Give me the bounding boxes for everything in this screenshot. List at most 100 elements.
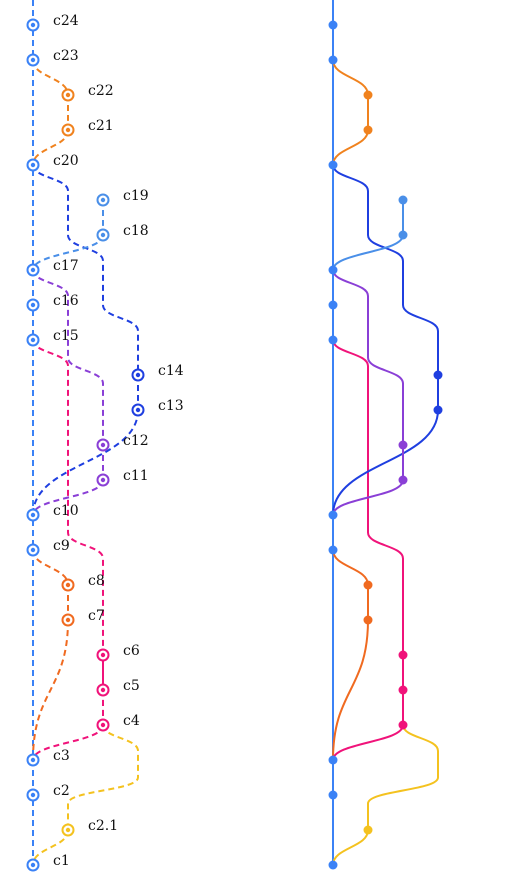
commit-dot-c8[interactable]	[363, 580, 373, 590]
commit-node-c7[interactable]	[61, 613, 75, 627]
commit-node-c19[interactable]	[96, 193, 110, 207]
solid-graph-panel	[328, 0, 443, 870]
edge-c18-c17-solid	[332, 234, 404, 271]
commit-dot-c10[interactable]	[328, 510, 338, 520]
commit-dot-c6[interactable]	[398, 650, 408, 660]
commit-dot-c23[interactable]	[328, 55, 338, 65]
commit-dot-c17[interactable]	[328, 265, 338, 275]
edge-c21-c20-solid	[332, 129, 369, 166]
edge-c15-c4-dashed	[32, 339, 104, 725]
commit-node-c24[interactable]	[26, 18, 40, 32]
commit-node-c2.1[interactable]	[61, 823, 75, 837]
hollow-commit-nodes	[26, 18, 145, 872]
commit-label-c9: c9	[53, 538, 70, 554]
commit-labels: c24 c23 c22 c21 c20 c19 c18 c17 c16 c15 c14 c13 c12 c…	[53, 13, 184, 869]
edge-c13-c10-solid	[332, 409, 439, 516]
commit-node-c11[interactable]	[96, 473, 110, 487]
commit-node-c3[interactable]	[26, 753, 40, 767]
commit-node-c1[interactable]	[26, 858, 40, 872]
commit-dot-c15[interactable]	[328, 335, 338, 345]
commit-node-c15[interactable]	[26, 333, 40, 347]
commit-node-c14[interactable]	[131, 368, 145, 382]
commit-dot-c7[interactable]	[363, 615, 373, 625]
commit-label-c13: c13	[158, 398, 184, 414]
commit-label-c17: c17	[53, 258, 79, 274]
commit-node-c10[interactable]	[26, 508, 40, 522]
commit-dot-c2.1[interactable]	[363, 825, 373, 835]
commit-label-c21: c21	[88, 118, 114, 134]
commit-dot-c11[interactable]	[398, 475, 408, 485]
commit-node-c21[interactable]	[61, 123, 75, 137]
commit-label-c24: c24	[53, 13, 79, 29]
commit-label-c2: c2	[53, 783, 70, 799]
commit-node-c2[interactable]	[26, 788, 40, 802]
commit-node-c23[interactable]	[26, 53, 40, 67]
commit-label-c2.1: c2.1	[88, 818, 118, 834]
commit-node-c18[interactable]	[96, 228, 110, 242]
commit-dot-c14[interactable]	[433, 370, 443, 380]
commit-dot-c18[interactable]	[398, 230, 408, 240]
edge-c4-c2.1-dashed	[67, 724, 139, 830]
commit-node-c16[interactable]	[26, 298, 40, 312]
commit-node-c12[interactable]	[96, 438, 110, 452]
commit-dot-c9[interactable]	[328, 545, 338, 555]
commit-node-c9[interactable]	[26, 543, 40, 557]
commit-dot-c4[interactable]	[398, 720, 408, 730]
commit-label-c20: c20	[53, 153, 79, 169]
commit-label-c14: c14	[158, 363, 184, 379]
commit-dot-c2[interactable]	[328, 790, 338, 800]
edge-c17-c12-solid	[332, 269, 404, 445]
commit-label-c22: c22	[88, 83, 114, 99]
dashed-branch-edges	[32, 59, 139, 866]
commit-dot-c3[interactable]	[328, 755, 338, 765]
commit-label-c19: c19	[123, 188, 149, 204]
edge-c7-c3-solid	[332, 619, 369, 761]
commit-label-c4: c4	[123, 713, 140, 729]
edge-c7-c3-dashed	[32, 619, 69, 761]
commit-dot-c20[interactable]	[328, 160, 338, 170]
edge-c9-c8-solid	[332, 549, 369, 586]
edge-c20-c14-solid	[332, 164, 439, 375]
edge-c9-c8-dashed	[32, 549, 69, 586]
commit-node-c6[interactable]	[96, 648, 110, 662]
commit-label-c12: c12	[123, 433, 149, 449]
commit-node-c8[interactable]	[61, 578, 75, 592]
commit-dot-c21[interactable]	[363, 125, 373, 135]
commit-dot-c22[interactable]	[363, 90, 373, 100]
commit-dot-c16[interactable]	[328, 300, 338, 310]
commit-node-c4[interactable]	[96, 718, 110, 732]
solid-commit-dots	[328, 20, 443, 870]
edge-c11-c10-solid	[332, 479, 404, 516]
commit-label-c10: c10	[53, 503, 79, 519]
commit-dot-c1[interactable]	[328, 860, 338, 870]
commit-dot-c24[interactable]	[328, 20, 338, 30]
commit-label-c5: c5	[123, 678, 140, 694]
dashed-graph-panel: c24 c23 c22 c21 c20 c19 c18 c17 c16 c15 c14 c13 c12 c…	[26, 0, 184, 872]
commit-label-c8: c8	[88, 573, 105, 589]
edge-c4-c2.1-solid	[367, 724, 439, 830]
commit-label-c11: c11	[123, 468, 149, 484]
commit-dot-c19[interactable]	[398, 195, 408, 205]
commit-node-c13[interactable]	[131, 403, 145, 417]
commit-node-c17[interactable]	[26, 263, 40, 277]
commit-dot-c13[interactable]	[433, 405, 443, 415]
commit-label-c16: c16	[53, 293, 79, 309]
commit-label-c23: c23	[53, 48, 79, 64]
commit-label-c1: c1	[53, 853, 70, 869]
edge-c17-c12-dashed	[32, 269, 104, 445]
edge-c23-c22-solid	[332, 59, 369, 96]
edge-c2.1-c1-solid	[332, 829, 369, 866]
commit-node-c20[interactable]	[26, 158, 40, 172]
edge-c23-c22-dashed	[32, 59, 69, 96]
edge-c13-c10-dashed	[32, 409, 139, 516]
commit-label-c18: c18	[123, 223, 149, 239]
commit-dot-c12[interactable]	[398, 440, 408, 450]
commit-node-c22[interactable]	[61, 88, 75, 102]
commit-label-c7: c7	[88, 608, 105, 624]
commit-node-c5[interactable]	[96, 683, 110, 697]
edge-c4-c3-solid	[332, 724, 404, 761]
commit-dot-c5[interactable]	[398, 685, 408, 695]
commit-label-c3: c3	[53, 748, 70, 764]
solid-branch-edges	[332, 59, 439, 866]
